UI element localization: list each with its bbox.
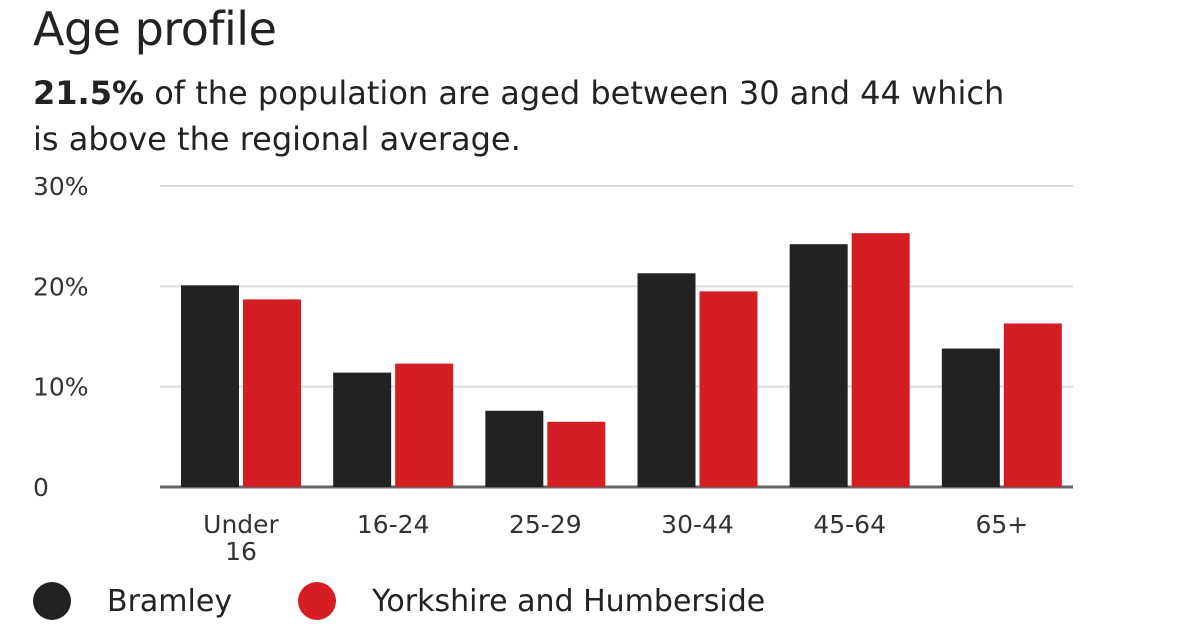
legend: Bramley Yorkshire and Humberside xyxy=(33,578,831,624)
bar-yorkshire-3 xyxy=(699,291,758,487)
chart-title: Age profile xyxy=(33,2,277,56)
bar-bramley-5 xyxy=(941,348,1000,487)
x-tick-label-0: Under 16 xyxy=(203,510,279,566)
legend-swatch-bramley xyxy=(33,582,71,620)
bar-bramley-4 xyxy=(789,244,848,487)
legend-item-yorkshire: Yorkshire and Humberside xyxy=(298,582,765,620)
bar-bramley-1 xyxy=(333,372,392,487)
bar-yorkshire-1 xyxy=(395,363,454,487)
y-tick-label-0: 0 xyxy=(33,473,49,502)
bar-bramley-2 xyxy=(485,410,544,487)
y-tick-label-3: 30% xyxy=(33,172,89,201)
x-tick-label-5: 65+ xyxy=(975,510,1028,539)
y-tick-label-2: 20% xyxy=(33,272,89,301)
x-tick-label-3: 30-44 xyxy=(661,510,734,539)
bar-yorkshire-5 xyxy=(1003,323,1062,487)
legend-label-yorkshire: Yorkshire and Humberside xyxy=(372,583,766,619)
chart-subtitle: 21.5% of the population are aged between… xyxy=(33,70,1033,162)
y-tick-label-1: 10% xyxy=(33,373,89,402)
subtitle-text: of the population are aged between 30 an… xyxy=(33,74,1005,158)
legend-item-bramley: Bramley xyxy=(33,582,232,620)
bar-yorkshire-2 xyxy=(547,421,606,487)
legend-label-bramley: Bramley xyxy=(107,583,233,619)
x-tick-label-1: 16-24 xyxy=(357,510,430,539)
bar-yorkshire-4 xyxy=(851,233,910,487)
subtitle-highlight: 21.5% xyxy=(33,74,145,112)
legend-swatch-yorkshire xyxy=(298,582,337,620)
x-tick-label-2: 25-29 xyxy=(509,510,582,539)
bar-bramley-3 xyxy=(637,273,696,487)
x-tick-label-4: 45-64 xyxy=(813,510,886,539)
bar-bramley-0 xyxy=(181,285,239,487)
bar-yorkshire-0 xyxy=(243,299,301,487)
